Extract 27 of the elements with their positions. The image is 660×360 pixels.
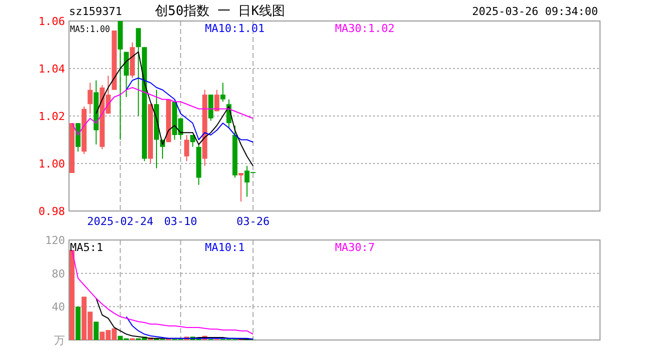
chart-title: 创50指数 一 日K线图: [154, 4, 286, 19]
text: 2025-03-26 09:34:00: [472, 5, 598, 18]
y-tick-label: 1.02: [38, 110, 65, 123]
text: sz159371: [69, 5, 122, 18]
line-series: [72, 250, 254, 335]
text: MA5:1: [70, 241, 104, 254]
bar: [70, 250, 75, 340]
text: MA10:1: [205, 241, 245, 254]
bar: [94, 322, 99, 340]
y-tick-label: 0.98: [38, 205, 65, 218]
x-tick-label: 03-26: [236, 215, 270, 228]
y-tick-label: 1.06: [38, 15, 65, 28]
y-tick-label: 1.00: [38, 158, 65, 170]
text: MA30:1.02: [335, 22, 395, 35]
bar: [76, 306, 81, 340]
y-tick-label: 120: [45, 234, 65, 247]
y-tick-label: 万: [54, 334, 65, 347]
y-tick-label: 40: [52, 300, 65, 314]
line-series: [126, 78, 254, 143]
x-tick-label: 03-10: [164, 215, 198, 228]
text: MA30:7: [335, 241, 375, 254]
x-tick-label: 2025-02-24: [87, 215, 154, 228]
text: MA10:1.01: [205, 22, 265, 35]
line-series: [126, 316, 254, 340]
y-tick-label: 80: [52, 267, 65, 280]
text: MA5:1.00: [70, 25, 114, 35]
y-tick-label: 1.04: [38, 62, 66, 76]
